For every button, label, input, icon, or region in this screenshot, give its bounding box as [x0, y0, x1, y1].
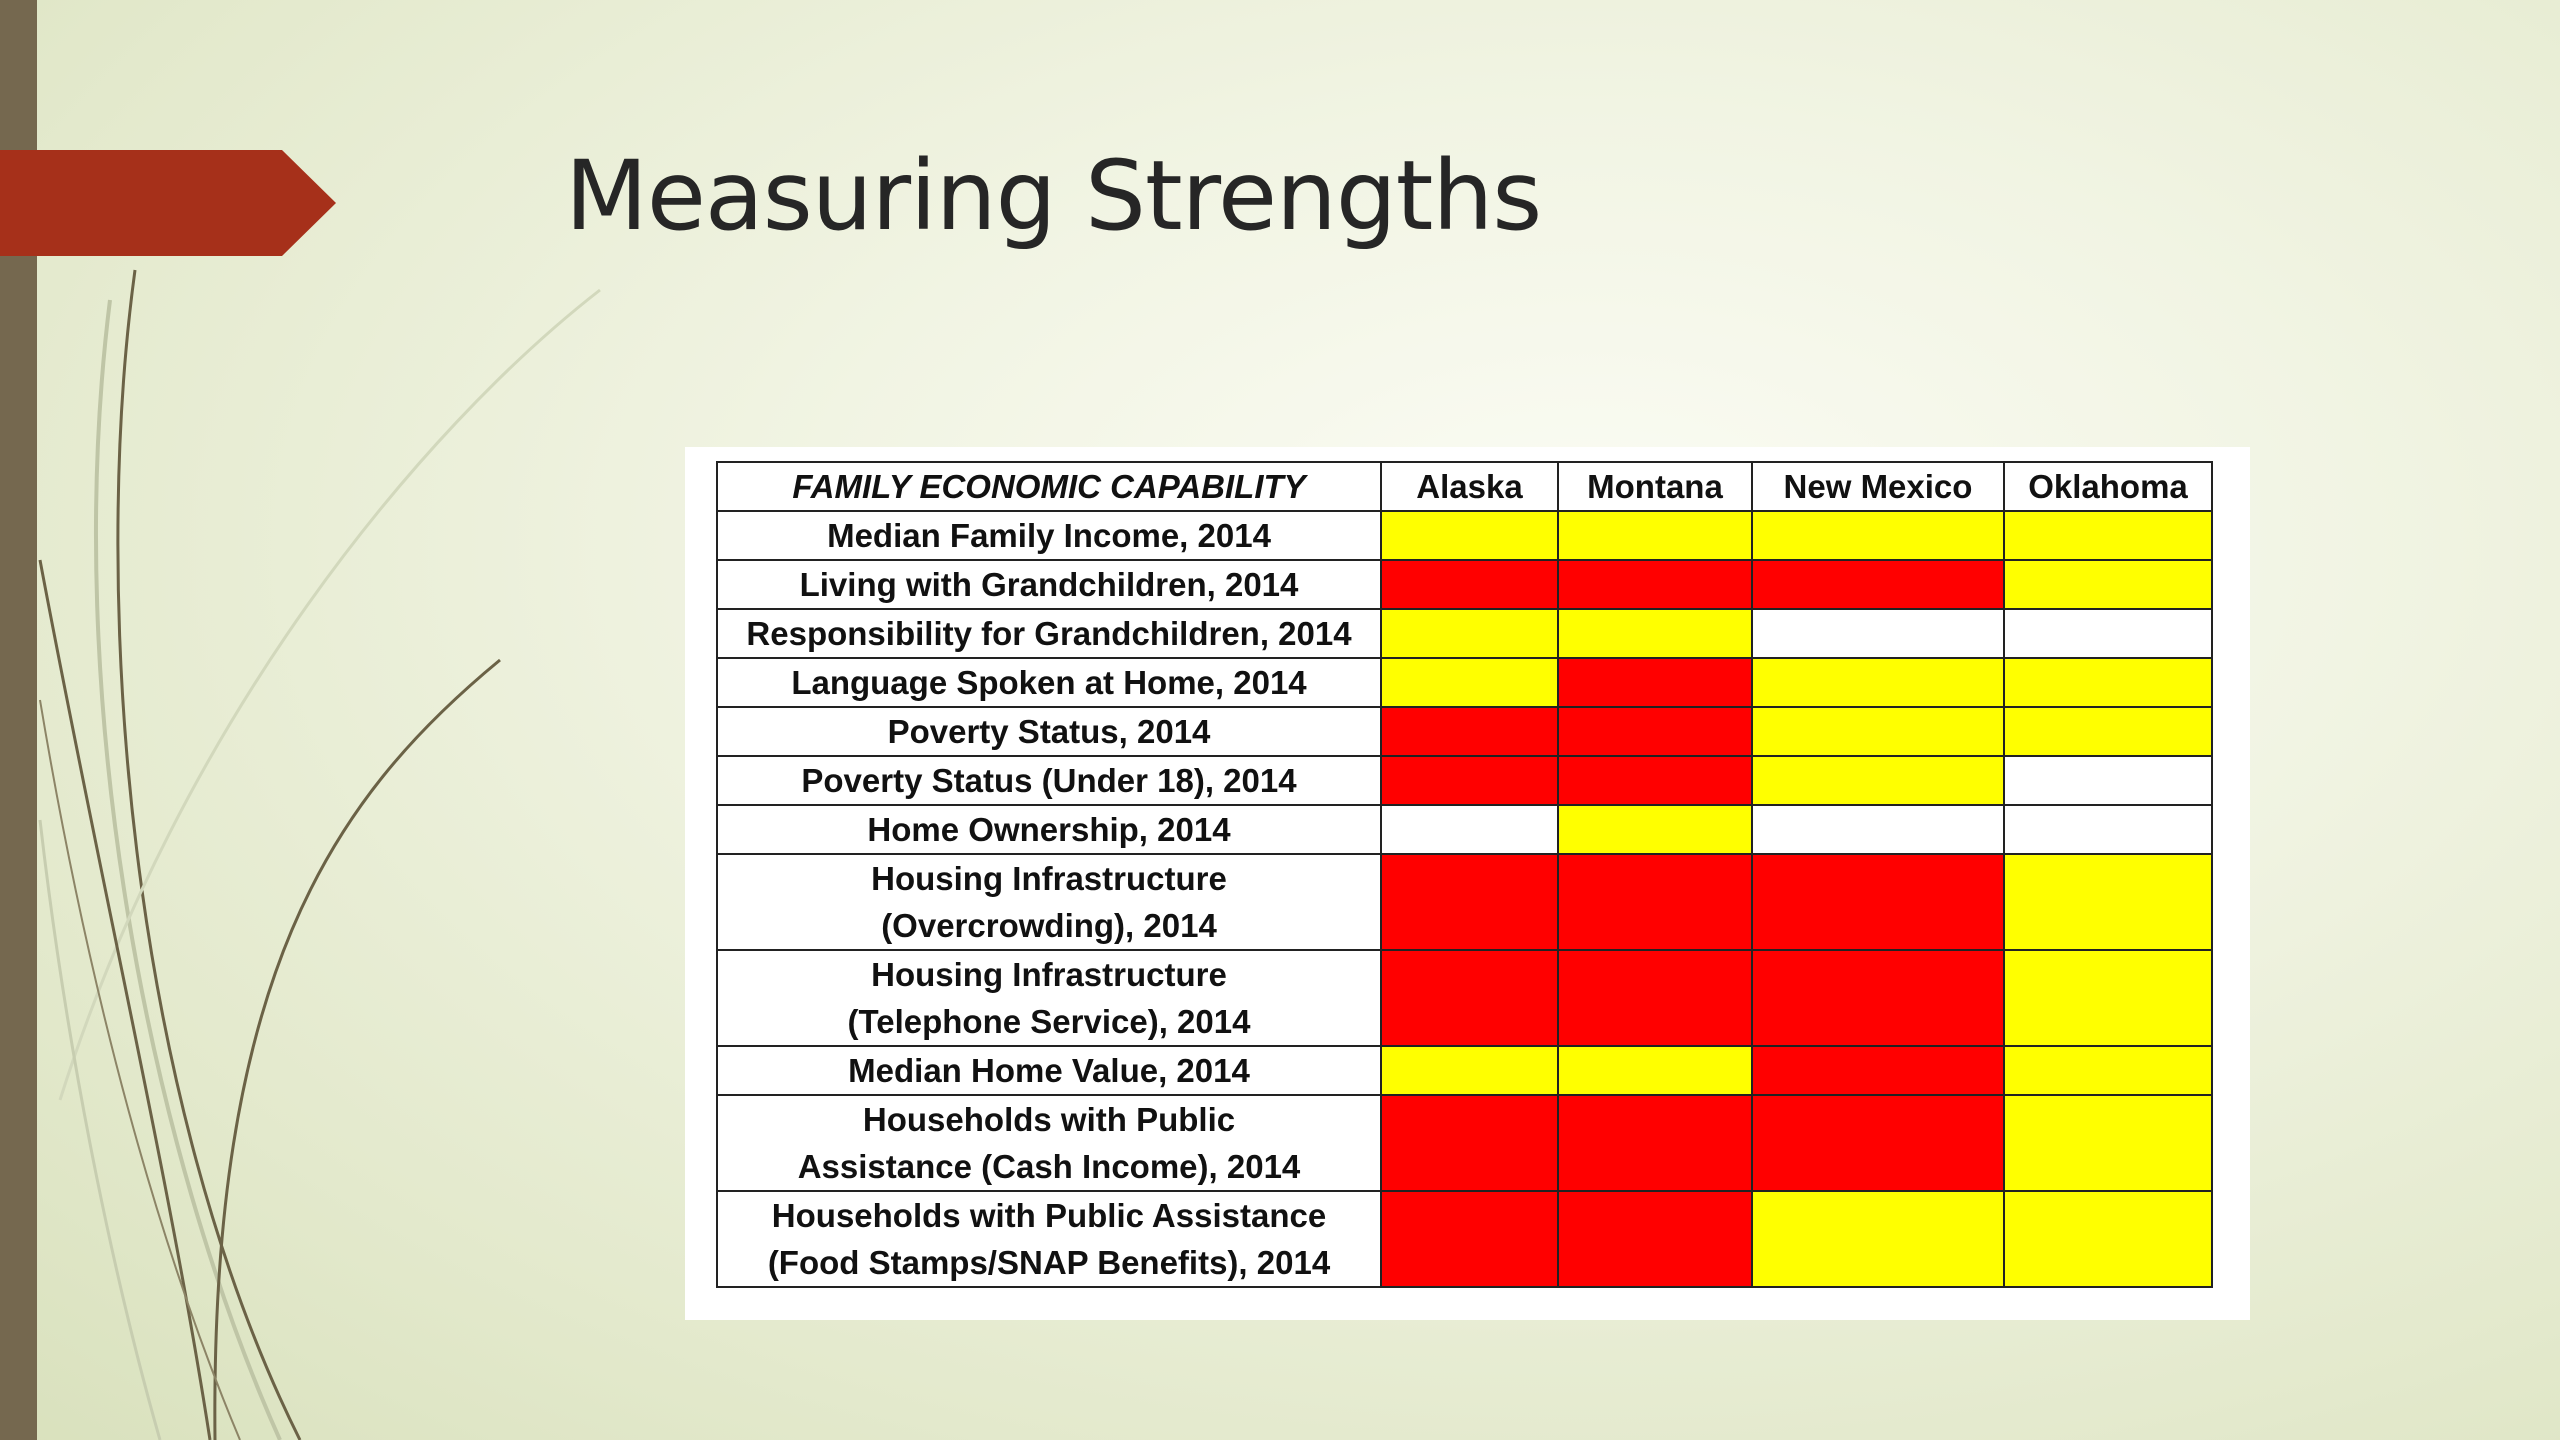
- slide-title: Measuring Strengths: [565, 140, 1542, 252]
- rating-cell-white: [2003, 804, 2213, 855]
- rating-cell-yellow: [2003, 949, 2213, 1047]
- rating-cell-yellow: [1557, 608, 1753, 659]
- column-header-alaska: Alaska: [1380, 461, 1559, 512]
- rating-cell-yellow: [1557, 510, 1753, 561]
- rating-cell-red: [1380, 559, 1559, 610]
- indicator-label-line: Responsibility for Grandchildren, 2014: [746, 615, 1352, 652]
- rating-cell-red: [1751, 949, 2005, 1047]
- indicator-label: Poverty Status, 2014: [716, 706, 1382, 757]
- indicator-label-line: (Overcrowding), 2014: [881, 907, 1217, 944]
- rating-cell-red: [1751, 1094, 2005, 1192]
- rating-cell-yellow: [1380, 510, 1559, 561]
- rating-cell-yellow: [1380, 608, 1559, 659]
- rating-cell-yellow: [1557, 804, 1753, 855]
- rating-cell-red: [1557, 657, 1753, 708]
- indicator-label-line: Assistance (Cash Income), 2014: [797, 1148, 1301, 1185]
- indicator-label: Responsibility for Grandchildren, 2014: [716, 608, 1382, 659]
- column-header-montana: Montana: [1557, 461, 1753, 512]
- indicator-label: Poverty Status (Under 18), 2014: [716, 755, 1382, 806]
- rating-cell-yellow: [1380, 657, 1559, 708]
- indicator-label-line: Median Family Income, 2014: [827, 517, 1271, 554]
- rating-cell-red: [1380, 853, 1559, 951]
- rating-cell-red: [1557, 706, 1753, 757]
- table-body: Median Family Income, 2014 Living with Gr…: [716, 510, 2213, 1288]
- rating-cell-yellow: [2003, 706, 2213, 757]
- rating-cell-red: [1557, 853, 1753, 951]
- table-panel: FAMILY ECONOMIC CAPABILITY Alaska Montan…: [685, 447, 2250, 1320]
- indicator-label: Language Spoken at Home, 2014: [716, 657, 1382, 708]
- table-row: Poverty Status (Under 18), 2014: [716, 755, 2213, 806]
- table-row: Poverty Status, 2014: [716, 706, 2213, 757]
- rating-cell-yellow: [2003, 1190, 2213, 1288]
- indicator-label-line: (Food Stamps/SNAP Benefits), 2014: [767, 1244, 1331, 1281]
- indicator-label: Median Family Income, 2014: [716, 510, 1382, 561]
- indicator-label: Housing Infrastructure (Telephone Service…: [716, 949, 1382, 1047]
- rating-cell-red: [1751, 1045, 2005, 1096]
- column-header-indicator: FAMILY ECONOMIC CAPABILITY: [716, 461, 1382, 512]
- table-header-row: FAMILY ECONOMIC CAPABILITY Alaska Montan…: [716, 461, 2213, 512]
- table-row: Housing Infrastructure (Telephone Service…: [716, 949, 2213, 1047]
- rating-cell-yellow: [1751, 706, 2005, 757]
- indicator-label: Housing Infrastructure (Overcrowding), 20…: [716, 853, 1382, 951]
- rating-cell-red: [1557, 755, 1753, 806]
- rating-cell-red: [1380, 949, 1559, 1047]
- indicator-label-line: Language Spoken at Home, 2014: [791, 664, 1307, 701]
- indicator-label: Households with Public Assistance (Food S…: [716, 1190, 1382, 1288]
- title-arrow-tab: [0, 150, 336, 256]
- rating-cell-white: [2003, 608, 2213, 659]
- indicator-label-line: Poverty Status, 2014: [887, 713, 1211, 750]
- indicator-label: Median Home Value, 2014: [716, 1045, 1382, 1096]
- indicator-label: Living with Grandchildren, 2014: [716, 559, 1382, 610]
- indicator-label: Home Ownership, 2014: [716, 804, 1382, 855]
- rating-cell-yellow: [1380, 1045, 1559, 1096]
- rating-cell-yellow: [2003, 853, 2213, 951]
- rating-cell-white: [2003, 755, 2213, 806]
- table-row: Median Family Income, 2014: [716, 510, 2213, 561]
- rating-cell-red: [1751, 853, 2005, 951]
- rating-cell-white: [1751, 608, 2005, 659]
- rating-cell-white: [1751, 804, 2005, 855]
- rating-cell-red: [1380, 706, 1559, 757]
- rating-cell-red: [1557, 1094, 1753, 1192]
- rating-cell-yellow: [1751, 510, 2005, 561]
- rating-cell-white: [1380, 804, 1559, 855]
- rating-cell-yellow: [1557, 1045, 1753, 1096]
- table-row: Housing Infrastructure (Overcrowding), 20…: [716, 853, 2213, 951]
- column-header-oklahoma: Oklahoma: [2003, 461, 2213, 512]
- rating-cell-red: [1380, 1190, 1559, 1288]
- table-row: Responsibility for Grandchildren, 2014: [716, 608, 2213, 659]
- indicator-label: Households with Public Assistance (Cash I…: [716, 1094, 1382, 1192]
- rating-cell-yellow: [2003, 1045, 2213, 1096]
- indicator-label-line: Households with Public Assistance: [771, 1197, 1327, 1234]
- indicator-label-line: (Telephone Service), 2014: [847, 1003, 1251, 1040]
- rating-cell-yellow: [1751, 755, 2005, 806]
- rating-cell-red: [1751, 559, 2005, 610]
- table-row: Living with Grandchildren, 2014: [716, 559, 2213, 610]
- indicator-label-line: Households with Public: [862, 1101, 1236, 1138]
- table-row: Home Ownership, 2014: [716, 804, 2213, 855]
- table-row: Households with Public Assistance (Cash I…: [716, 1094, 2213, 1192]
- rating-cell-yellow: [2003, 657, 2213, 708]
- rating-cell-yellow: [2003, 559, 2213, 610]
- rating-cell-red: [1557, 1190, 1753, 1288]
- rating-cell-red: [1557, 559, 1753, 610]
- table-row: Median Home Value, 2014: [716, 1045, 2213, 1096]
- table-row: Households with Public Assistance (Food S…: [716, 1190, 2213, 1288]
- rating-cell-yellow: [2003, 1094, 2213, 1192]
- rating-cell-red: [1557, 949, 1753, 1047]
- indicator-label-line: Housing Infrastructure: [871, 956, 1227, 993]
- indicator-label-line: Median Home Value, 2014: [848, 1052, 1250, 1089]
- capability-table: FAMILY ECONOMIC CAPABILITY Alaska Montan…: [716, 461, 2213, 1288]
- table-row: Language Spoken at Home, 2014: [716, 657, 2213, 708]
- rating-cell-yellow: [2003, 510, 2213, 561]
- indicator-label-line: Poverty Status (Under 18), 2014: [801, 762, 1297, 799]
- indicator-label-line: Home Ownership, 2014: [867, 811, 1231, 848]
- rating-cell-yellow: [1751, 657, 2005, 708]
- rating-cell-red: [1380, 755, 1559, 806]
- indicator-label-line: Housing Infrastructure: [871, 860, 1227, 897]
- column-header-new-mexico: New Mexico: [1751, 461, 2005, 512]
- rating-cell-yellow: [1751, 1190, 2005, 1288]
- rating-cell-red: [1380, 1094, 1559, 1192]
- indicator-label-line: Living with Grandchildren, 2014: [799, 566, 1299, 603]
